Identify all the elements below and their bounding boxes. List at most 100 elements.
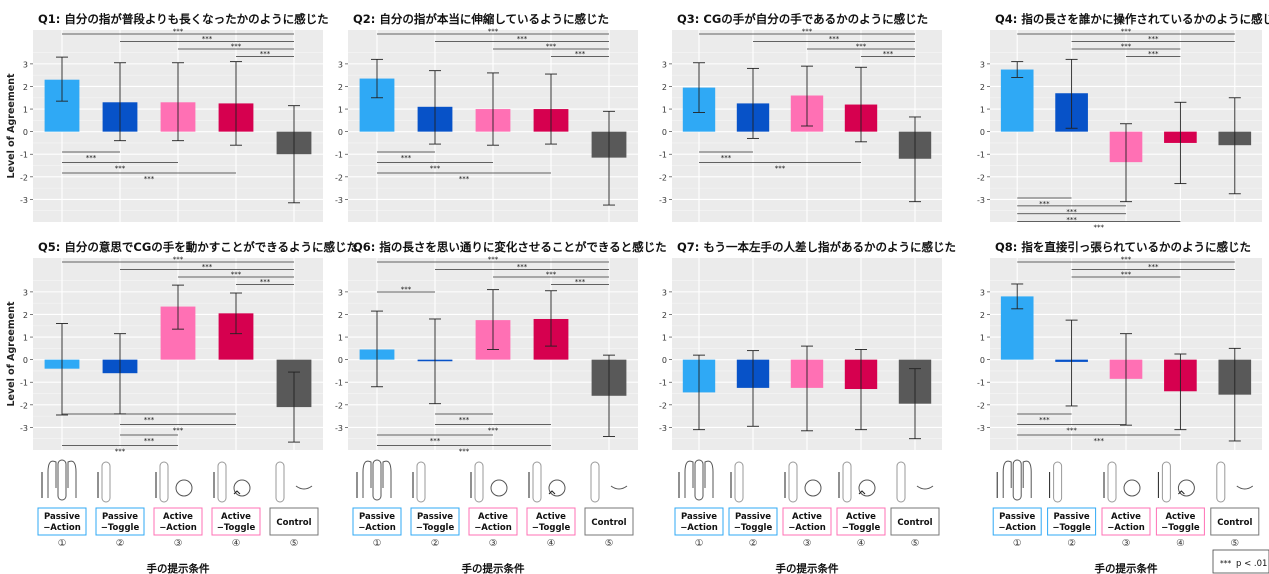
y-tick-label: 1 bbox=[662, 106, 667, 115]
y-tick-label: 3 bbox=[662, 60, 667, 69]
hand-gesture-outline bbox=[175, 479, 193, 497]
active-action-pinch-icon bbox=[1103, 461, 1141, 503]
condition-label: Passive bbox=[44, 512, 80, 522]
y-tick-label: 0 bbox=[338, 356, 343, 365]
significance-marker: *** bbox=[721, 154, 732, 162]
significance-marker: *** bbox=[115, 448, 126, 456]
legend-text: p < .01 bbox=[1236, 559, 1267, 569]
condition-number: ④ bbox=[547, 538, 556, 549]
finger-outline bbox=[532, 461, 542, 503]
significance-marker: *** bbox=[115, 165, 126, 173]
condition-label-box bbox=[526, 507, 576, 536]
significance-marker: *** bbox=[231, 43, 242, 51]
active-action-pinch-icon bbox=[470, 461, 508, 503]
chart-title: Q6: 指の長さを思い通りに変化させることができると感じた bbox=[353, 240, 667, 254]
condition-number: ⑤ bbox=[911, 538, 920, 549]
passive-toggle-finger-icon bbox=[1049, 461, 1063, 503]
y-tick-label: 3 bbox=[338, 288, 343, 297]
condition-label: Active bbox=[846, 512, 876, 522]
condition-label-box bbox=[890, 507, 940, 536]
condition-label: Passive bbox=[102, 512, 138, 522]
y-tick-label: 2 bbox=[662, 311, 667, 320]
condition-label: −Action bbox=[474, 523, 512, 533]
y-tick-label: -3 bbox=[20, 196, 28, 205]
significance-marker: *** bbox=[459, 416, 470, 424]
passive-toggle-finger-icon bbox=[730, 461, 744, 503]
y-tick-label: -2 bbox=[20, 173, 28, 182]
condition-label-box bbox=[95, 507, 145, 536]
condition-label: Active bbox=[478, 512, 508, 522]
y-tick-label: -2 bbox=[20, 401, 28, 410]
y-tick-label: -3 bbox=[335, 196, 343, 205]
chart-title: Q2: 自分の指が本当に伸縮しているように感じた bbox=[353, 12, 609, 26]
condition-label-box bbox=[352, 507, 402, 536]
active-toggle-button-icon bbox=[528, 461, 566, 503]
condition-number: ⑤ bbox=[290, 538, 299, 549]
significance-marker: *** bbox=[260, 278, 271, 286]
condition-label: −Action bbox=[788, 523, 826, 533]
finger-outline bbox=[275, 461, 285, 503]
condition-number: ② bbox=[749, 538, 758, 549]
significance-marker: *** bbox=[1148, 35, 1159, 43]
condition-label: −Toggle bbox=[532, 523, 571, 533]
condition-number: ③ bbox=[803, 538, 812, 549]
hand-gesture-outline bbox=[490, 479, 508, 497]
significance-marker: *** bbox=[856, 43, 867, 51]
condition-label: −Toggle bbox=[734, 523, 773, 533]
condition-label: Passive bbox=[735, 512, 771, 522]
condition-label: Passive bbox=[417, 512, 453, 522]
y-tick-label: -1 bbox=[659, 151, 667, 160]
closed-eye-outline bbox=[610, 485, 628, 490]
y-tick-label: -1 bbox=[977, 151, 985, 160]
passive-action-hand-icon bbox=[996, 459, 1032, 501]
hand-gesture-outline bbox=[804, 479, 822, 497]
condition-label: Active bbox=[536, 512, 566, 522]
y-tick-label: 1 bbox=[980, 334, 985, 343]
active-toggle-button-icon bbox=[213, 461, 251, 503]
finger-outline bbox=[842, 461, 852, 503]
y-tick-label: 2 bbox=[662, 83, 667, 92]
chart-title: Q8: 指を直接引っ張られているかのように感じた bbox=[995, 240, 1251, 254]
condition-number: ④ bbox=[1176, 538, 1185, 549]
condition-label: −Toggle bbox=[1161, 523, 1200, 533]
significance-marker: *** bbox=[1094, 224, 1105, 232]
significance-marker: *** bbox=[575, 278, 586, 286]
active-toggle-button-icon bbox=[1157, 461, 1195, 503]
condition-label: Control bbox=[897, 518, 932, 528]
significance-marker: *** bbox=[488, 256, 499, 264]
finger-outline bbox=[372, 459, 382, 501]
significance-marker: *** bbox=[1121, 271, 1132, 279]
y-tick-label: 0 bbox=[662, 356, 667, 365]
condition-label: −Action bbox=[159, 523, 197, 533]
finger-outline bbox=[1107, 461, 1117, 503]
condition-number: ① bbox=[373, 538, 382, 549]
y-tick-label: -2 bbox=[977, 401, 985, 410]
finger-outline bbox=[1012, 459, 1022, 501]
y-tick-label: 0 bbox=[980, 356, 985, 365]
significance-legend: *** p < .01 bbox=[1212, 549, 1269, 574]
toggle-arrows bbox=[1178, 490, 1185, 495]
condition-number: ② bbox=[1067, 538, 1076, 549]
significance-marker: *** bbox=[1039, 416, 1050, 424]
hand-gesture-outline bbox=[548, 479, 566, 497]
condition-number: ④ bbox=[857, 538, 866, 549]
toggle-arrows bbox=[548, 490, 556, 495]
condition-number: ③ bbox=[489, 538, 498, 549]
y-tick-label: 1 bbox=[23, 106, 28, 115]
condition-label: Passive bbox=[1054, 512, 1090, 522]
finger-outline bbox=[474, 461, 484, 503]
significance-marker: *** bbox=[430, 165, 441, 173]
significance-marker: *** bbox=[517, 35, 528, 43]
condition-label: −Toggle bbox=[1052, 523, 1091, 533]
passive-action-hand-icon bbox=[41, 459, 77, 501]
significance-marker: *** bbox=[775, 165, 786, 173]
condition-number: ① bbox=[1013, 538, 1022, 549]
y-tick-label: 1 bbox=[980, 106, 985, 115]
significance-marker: *** bbox=[173, 28, 184, 36]
condition-number: ② bbox=[431, 538, 440, 549]
significance-marker: *** bbox=[1066, 208, 1077, 216]
y-tick-label: 0 bbox=[23, 128, 28, 137]
y-tick-label: -2 bbox=[335, 173, 343, 182]
significance-marker: *** bbox=[173, 256, 184, 264]
finger-outline bbox=[590, 461, 600, 503]
